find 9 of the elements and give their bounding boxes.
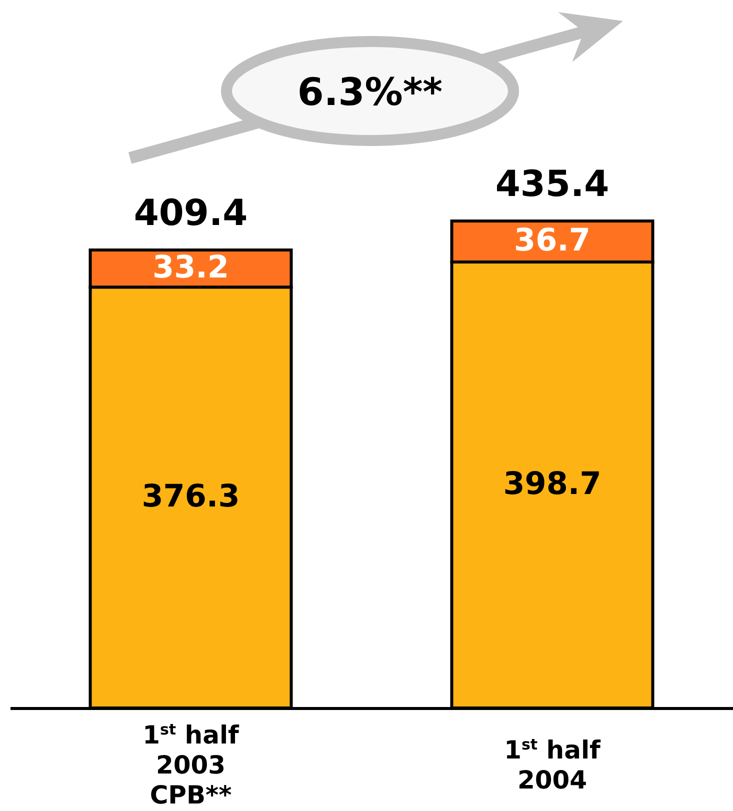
data-label: 36.7	[514, 222, 590, 259]
x-tick-label: 1$^{st}$ half 2003 CPB**	[142, 720, 240, 810]
x-tick-label: 1$^{st}$ half 2004	[504, 736, 602, 794]
data-label: 376.3	[142, 478, 240, 515]
data-label: 398.7	[503, 466, 602, 502]
total-label: 435.4	[495, 164, 610, 205]
total-label: 409.4	[134, 192, 248, 234]
data-label: 33.2	[152, 250, 229, 286]
text: 6.3%**	[297, 70, 443, 114]
